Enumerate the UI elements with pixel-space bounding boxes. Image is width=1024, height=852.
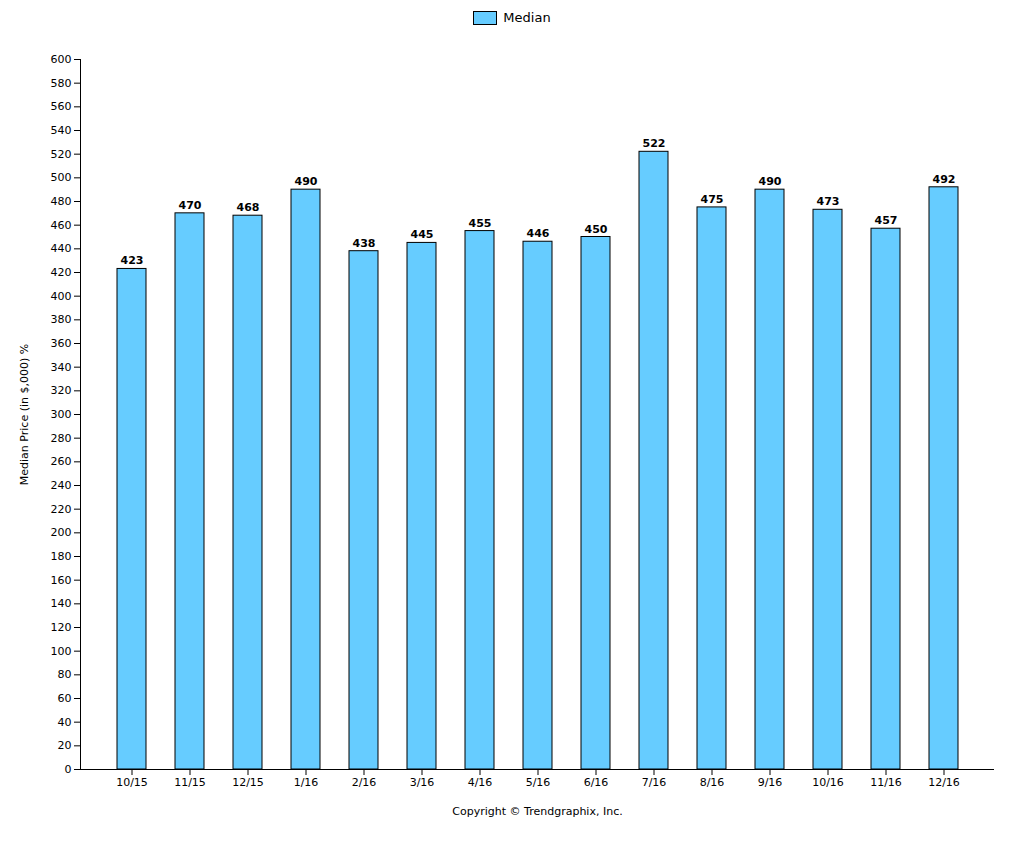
svg-text:468: 468 <box>237 201 260 214</box>
svg-text:380: 380 <box>51 313 72 326</box>
svg-text:438: 438 <box>353 237 376 250</box>
svg-text:10/16: 10/16 <box>812 776 844 789</box>
svg-text:Copyright © Trendgraphix, Inc.: Copyright © Trendgraphix, Inc. <box>452 805 622 818</box>
svg-text:300: 300 <box>51 408 72 421</box>
svg-text:8/16: 8/16 <box>700 776 725 789</box>
svg-text:580: 580 <box>51 77 72 90</box>
svg-text:220: 220 <box>51 503 72 516</box>
svg-text:5/16: 5/16 <box>526 776 551 789</box>
svg-text:360: 360 <box>51 337 72 350</box>
svg-text:160: 160 <box>51 574 72 587</box>
svg-text:490: 490 <box>295 175 318 188</box>
svg-text:11/15: 11/15 <box>174 776 206 789</box>
svg-text:200: 200 <box>51 526 72 539</box>
svg-text:Median Price (in $,000) %: Median Price (in $,000) % <box>18 344 31 485</box>
svg-text:0: 0 <box>65 763 72 776</box>
svg-text:560: 560 <box>51 100 72 113</box>
svg-text:4/16: 4/16 <box>468 776 493 789</box>
svg-text:40: 40 <box>58 716 72 729</box>
svg-text:12/16: 12/16 <box>928 776 960 789</box>
svg-text:520: 520 <box>51 148 72 161</box>
svg-text:11/16: 11/16 <box>870 776 902 789</box>
svg-text:490: 490 <box>759 175 782 188</box>
svg-text:540: 540 <box>51 124 72 137</box>
svg-text:500: 500 <box>51 171 72 184</box>
svg-text:10/15: 10/15 <box>116 776 148 789</box>
svg-text:80: 80 <box>58 668 72 681</box>
svg-text:475: 475 <box>701 193 724 206</box>
svg-text:423: 423 <box>121 254 144 267</box>
svg-text:120: 120 <box>51 621 72 634</box>
svg-text:480: 480 <box>51 195 72 208</box>
svg-text:473: 473 <box>817 195 840 208</box>
svg-text:6/16: 6/16 <box>584 776 609 789</box>
svg-text:140: 140 <box>51 597 72 610</box>
svg-text:420: 420 <box>51 266 72 279</box>
svg-text:600: 600 <box>51 53 72 66</box>
svg-text:20: 20 <box>58 739 72 752</box>
svg-text:3/16: 3/16 <box>410 776 435 789</box>
svg-text:280: 280 <box>51 432 72 445</box>
svg-text:470: 470 <box>179 199 202 212</box>
svg-text:240: 240 <box>51 479 72 492</box>
html-text:Median: Median <box>503 10 551 25</box>
svg-text:320: 320 <box>51 384 72 397</box>
svg-text:460: 460 <box>51 219 72 232</box>
svg-text:440: 440 <box>51 242 72 255</box>
svg-text:492: 492 <box>933 173 956 186</box>
svg-text:455: 455 <box>469 217 492 230</box>
svg-text:9/16: 9/16 <box>758 776 783 789</box>
svg-text:100: 100 <box>51 645 72 658</box>
svg-text:60: 60 <box>58 692 72 705</box>
svg-text:457: 457 <box>875 214 898 227</box>
svg-text:450: 450 <box>585 223 608 236</box>
svg-text:12/15: 12/15 <box>232 776 264 789</box>
svg-text:445: 445 <box>411 228 434 241</box>
svg-text:400: 400 <box>51 290 72 303</box>
svg-text:446: 446 <box>527 227 550 240</box>
svg-text:180: 180 <box>51 550 72 563</box>
svg-text:522: 522 <box>643 137 666 150</box>
svg-text:340: 340 <box>51 361 72 374</box>
svg-text:7/16: 7/16 <box>642 776 667 789</box>
svg-text:1/16: 1/16 <box>294 776 319 789</box>
svg-text:260: 260 <box>51 455 72 468</box>
svg-text:2/16: 2/16 <box>352 776 377 789</box>
